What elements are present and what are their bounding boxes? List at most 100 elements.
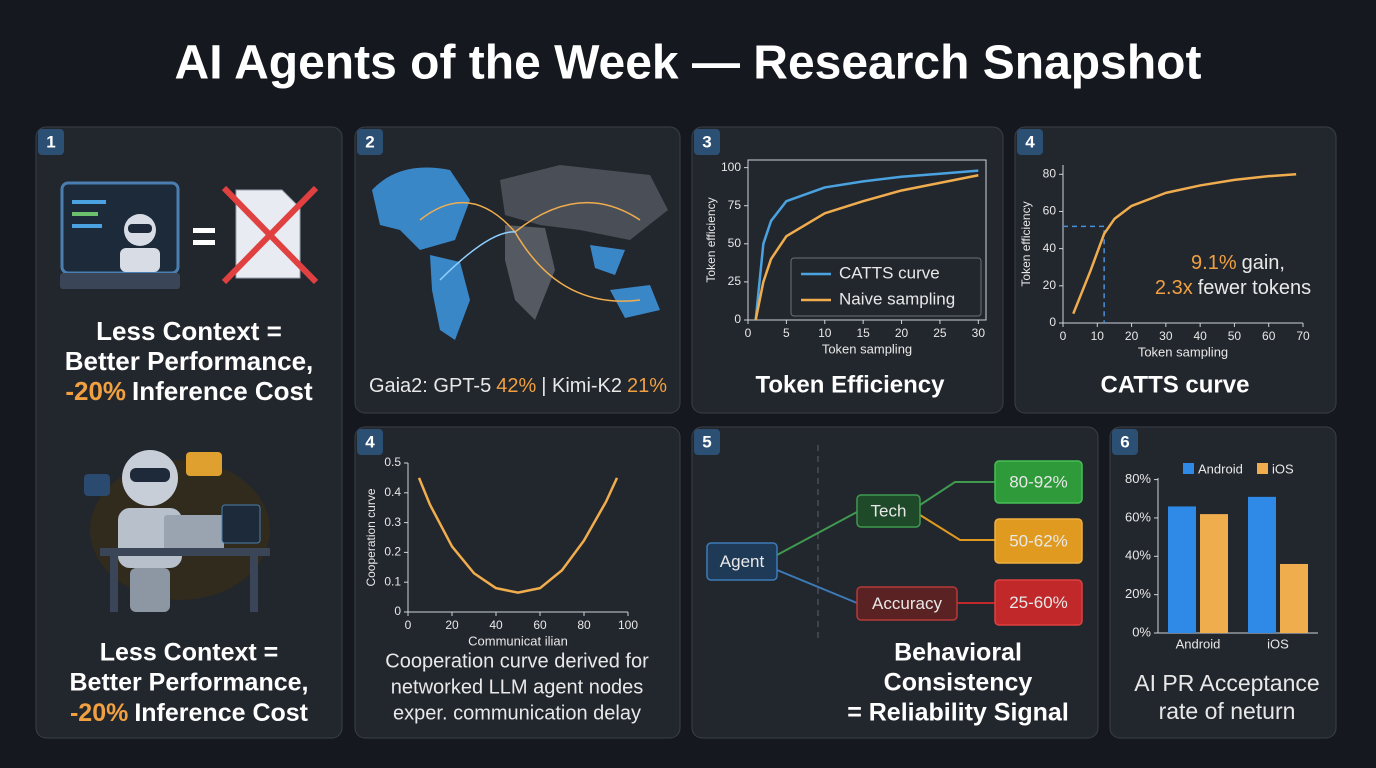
- route: [514, 201, 641, 233]
- y-tick-label: 0.4: [384, 485, 401, 499]
- highlight: 42%: [496, 375, 536, 397]
- node-label: Tech: [871, 501, 907, 520]
- panel-badge: [1017, 129, 1043, 155]
- map-land: [505, 225, 555, 320]
- y-tick-label: 20: [1043, 278, 1057, 292]
- map-land: [590, 245, 625, 275]
- highlight: 21%: [627, 375, 667, 397]
- desk: [100, 548, 270, 556]
- caption: Gaia2: GPT-5 42% | Kimi-K2 21%: [369, 375, 667, 397]
- x-tick-label: 70: [1296, 329, 1310, 343]
- line-series: [1072, 173, 1297, 315]
- monitor-base: [60, 273, 180, 289]
- panel-number: 1: [46, 132, 55, 151]
- y-tick-label: 0%: [1132, 624, 1151, 639]
- x-axis-label: Communicat ilian: [468, 633, 568, 648]
- chart-title: CATTS curve: [1101, 371, 1250, 398]
- y-tick-label: 0.1: [384, 574, 401, 588]
- flow-node: [856, 494, 921, 528]
- arrow: [919, 481, 995, 506]
- legend-label: Naive sampling: [839, 289, 955, 308]
- map-land: [372, 167, 470, 250]
- legend-label: CATTS curve: [839, 263, 940, 282]
- panel-number: 5: [702, 432, 711, 451]
- y-tick-label: 75: [728, 198, 742, 212]
- caption: Less Context =: [96, 316, 282, 346]
- panel-number: 3: [702, 132, 711, 151]
- panel-badge: [694, 129, 720, 155]
- caption: Better Performance,: [70, 669, 309, 697]
- equals-icon: [193, 240, 215, 245]
- icons: [60, 165, 995, 640]
- y-tick-label: 0.3: [384, 515, 401, 529]
- y-axis-label: Cooperation curve: [364, 488, 378, 586]
- y-axis-label: Token efficiency: [704, 197, 718, 282]
- panels: 1 2 3 4 4 5 6: [35, 126, 1337, 739]
- caption-text: Inference Cost: [134, 699, 308, 727]
- arrow: [776, 569, 858, 604]
- flow-node: [706, 542, 778, 581]
- legend: [790, 257, 982, 317]
- y-tick-label: 80%: [1125, 471, 1151, 486]
- page-title: AI Agents of the Week — Research Snapsho…: [175, 37, 1202, 90]
- caption-text: | Kimi-K2: [541, 375, 622, 397]
- flow-node: [994, 579, 1083, 626]
- x-tick-label: 50: [1228, 329, 1242, 343]
- desk-leg: [250, 556, 258, 612]
- code-line: [72, 200, 106, 204]
- caption-text: Inference Cost: [132, 376, 313, 406]
- highlight: 9.1%: [1191, 252, 1237, 274]
- highlight: 2.3x: [1155, 277, 1193, 299]
- y-tick-label: 0: [1049, 315, 1056, 329]
- x-tick-label: 20: [895, 326, 909, 340]
- route: [439, 231, 516, 281]
- legend-swatch: [1183, 463, 1194, 474]
- node-label: Agent: [720, 552, 765, 571]
- y-tick-label: 20%: [1125, 586, 1151, 601]
- panel-badge: [357, 429, 383, 455]
- x-tick-label: 5: [783, 326, 790, 340]
- chart-title: rate of neturn: [1159, 698, 1296, 724]
- y-tick-label: 0.5: [384, 455, 401, 469]
- map-land: [610, 285, 660, 318]
- panel-number: 2: [365, 132, 374, 151]
- x-tick-label: 0: [745, 326, 752, 340]
- content: Less Context = Better Performance,-20% Inf…: [65, 159, 1320, 727]
- x-tick-label: 0: [1060, 329, 1067, 343]
- bar: [1248, 496, 1276, 633]
- node-label: 25-60%: [1009, 593, 1068, 612]
- chart-title: AI PR Acceptance: [1134, 670, 1319, 696]
- y-tick-label: 60: [1043, 204, 1057, 218]
- x-tick-label: 60: [1262, 329, 1276, 343]
- y-axis-label: Token efficiency: [1019, 201, 1033, 286]
- robot-legs: [130, 568, 170, 612]
- arrow: [776, 511, 858, 556]
- x-tick-label: 0: [405, 618, 412, 632]
- panel: [1014, 126, 1337, 414]
- x-tick-label: 60: [533, 618, 547, 632]
- x-tick-label: 30: [1159, 329, 1173, 343]
- code-line: [72, 224, 102, 228]
- y-tick-label: 0.2: [384, 545, 401, 559]
- panel-badge: [1112, 429, 1138, 455]
- x-tick-label: Android: [1176, 636, 1221, 651]
- x-tick-label: 10: [818, 326, 832, 340]
- y-tick-label: 25: [728, 274, 742, 288]
- panel: [691, 426, 1099, 739]
- panel: [354, 426, 681, 739]
- robot-visor: [130, 468, 170, 482]
- robot-visor: [128, 224, 152, 233]
- node-label: Accuracy: [872, 594, 942, 613]
- y-tick-label: 60%: [1125, 509, 1151, 524]
- y-tick-label: 50: [728, 236, 742, 250]
- route: [419, 201, 516, 233]
- cross-icon: [221, 185, 319, 285]
- caption: = Reliability Signal: [847, 699, 1069, 727]
- caption: exper. communication delay: [393, 702, 641, 724]
- panel-number: 4: [365, 432, 375, 451]
- bar: [1200, 514, 1228, 633]
- code-line: [72, 212, 98, 216]
- legend-label: Android: [1198, 461, 1243, 476]
- caption: -20% Inference Cost: [70, 699, 309, 727]
